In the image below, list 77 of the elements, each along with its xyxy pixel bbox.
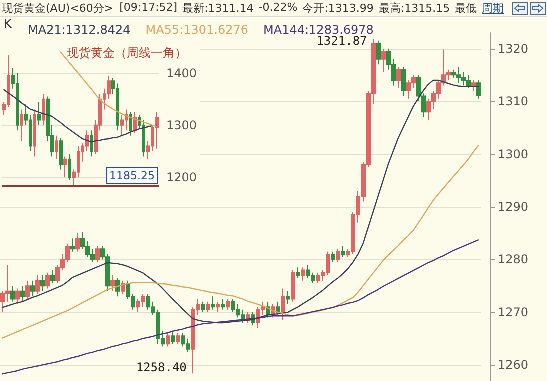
candlestick bbox=[331, 251, 335, 263]
y-tick-label: 1300 bbox=[166, 118, 197, 132]
line-series bbox=[2, 145, 480, 339]
chart-title: 现货黄金(AU)<60分> bbox=[2, 0, 114, 16]
candlestick bbox=[55, 135, 58, 160]
candlestick bbox=[70, 238, 75, 252]
y-tick-label: 1300 bbox=[498, 147, 529, 162]
line-series bbox=[2, 240, 480, 375]
y-tick-label: 1200 bbox=[166, 170, 197, 185]
candlestick bbox=[376, 40, 381, 66]
legend-title: K bbox=[4, 17, 13, 31]
y-tick-label: 1280 bbox=[498, 252, 529, 267]
candlestick bbox=[59, 138, 63, 170]
candlestick bbox=[10, 286, 15, 302]
candlestick bbox=[68, 154, 71, 181]
candlestick bbox=[381, 48, 386, 74]
y-tick-label: 1260 bbox=[498, 358, 529, 372]
candlestick bbox=[115, 278, 120, 298]
candlestick bbox=[201, 301, 205, 313]
candlestick bbox=[336, 248, 340, 263]
candlestick bbox=[63, 156, 67, 178]
candlestick bbox=[37, 101, 41, 126]
y-tick-label: 1270 bbox=[498, 305, 529, 320]
text: 最低 bbox=[455, 0, 478, 16]
candlestick bbox=[20, 286, 25, 302]
candlestick bbox=[110, 275, 115, 292]
text: 今开:1313.99 bbox=[302, 0, 374, 16]
line-series bbox=[2, 80, 480, 324]
text: [09:17:52] bbox=[120, 0, 178, 16]
candlestick bbox=[301, 267, 305, 282]
y-tick-label: 1290 bbox=[498, 200, 529, 214]
candlestick bbox=[341, 246, 345, 258]
candlestick bbox=[296, 267, 300, 279]
ref-line-label: 1185.25 bbox=[110, 169, 155, 182]
text: 周期 bbox=[482, 0, 504, 16]
line-series bbox=[4, 89, 158, 143]
candlestick bbox=[281, 288, 285, 321]
candlestick bbox=[276, 301, 280, 316]
candlestick bbox=[401, 66, 406, 97]
candlestick bbox=[176, 333, 180, 345]
y-tick-label: 1320 bbox=[498, 42, 529, 56]
candlestick bbox=[45, 272, 50, 290]
candlestick bbox=[471, 80, 476, 92]
candlestick bbox=[25, 280, 30, 300]
y-tick-label: 1400 bbox=[166, 66, 197, 80]
candlestick bbox=[95, 246, 100, 263]
candlestick bbox=[35, 275, 40, 294]
candlestick bbox=[476, 80, 481, 100]
candlestick bbox=[40, 275, 45, 292]
candlestick bbox=[226, 298, 230, 310]
candlestick bbox=[211, 296, 215, 310]
candlestick bbox=[20, 109, 23, 142]
chart-title: 现货黄金（周线一角） bbox=[67, 46, 187, 60]
candlestick bbox=[206, 301, 210, 313]
candlestick bbox=[75, 232, 80, 252]
text: MA55:1301.6276 bbox=[146, 23, 249, 37]
candlestick bbox=[291, 270, 295, 302]
candlestick bbox=[166, 333, 170, 348]
candlestick bbox=[30, 280, 35, 298]
text: 最新:1311.14 bbox=[182, 0, 254, 16]
candlestick bbox=[90, 130, 93, 158]
candlestick bbox=[286, 290, 290, 306]
candlestick bbox=[221, 298, 225, 310]
candlestick bbox=[15, 288, 20, 306]
annotation: 1258.40 bbox=[136, 360, 187, 375]
candlestick bbox=[129, 112, 132, 136]
candlestick bbox=[396, 66, 401, 89]
text: MA21:1312.8424 bbox=[28, 23, 131, 37]
candlestick bbox=[155, 112, 159, 150]
candlestick bbox=[216, 301, 220, 313]
candlestick bbox=[171, 330, 175, 345]
candlestick bbox=[50, 270, 55, 284]
y-tick-label: 1310 bbox=[498, 94, 529, 109]
candlestick bbox=[33, 109, 36, 158]
text: 最高:1315.15 bbox=[378, 0, 450, 16]
candlestick bbox=[42, 94, 45, 126]
text: -0.22% bbox=[258, 0, 298, 16]
